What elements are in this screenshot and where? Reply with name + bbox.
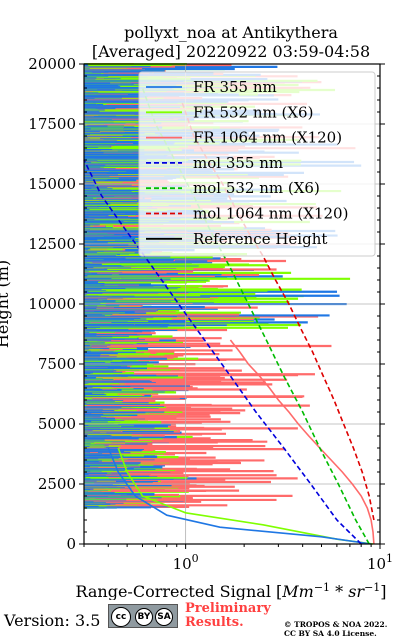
legend: FR 355 nm FR 532 nm (X6) FR 1064 nm (X120)… xyxy=(138,71,376,257)
y-tick-label: 15000 xyxy=(28,175,76,193)
y-tick-label: 7500 xyxy=(38,355,76,373)
x-tick-label: 101 xyxy=(367,552,393,573)
legend-label: Reference Height xyxy=(193,230,327,248)
copyright-notice: © TROPOS & NOA 2022. CC BY SA 4.0 Licens… xyxy=(284,620,387,638)
axes: 0 2500 5000 7500 10000 12500 15000 17500 20000 10… xyxy=(28,55,393,573)
sa-icon: SA xyxy=(155,608,173,626)
lidar-profile-chart: pollyxt_noa at Antikythera [Averaged] 20… xyxy=(0,23,393,600)
series-lines xyxy=(83,87,375,545)
copyright-line2: CC BY SA 4.0 License. xyxy=(284,629,377,638)
x-tick-label: 100 xyxy=(173,552,199,573)
legend-label: FR 355 nm xyxy=(193,78,277,96)
y-tick-label: 5000 xyxy=(38,415,76,433)
legend-label: FR 532 nm (X6) xyxy=(193,103,313,121)
y-tick-label: 12500 xyxy=(28,235,76,253)
legend-label: mol 1064 nm (X120) xyxy=(193,205,348,223)
copyright-line1: © TROPOS & NOA 2022. xyxy=(284,620,388,629)
legend-label: FR 1064 nm (X120) xyxy=(193,129,342,147)
cc-license-badge[interactable]: cc BY SA xyxy=(108,604,178,628)
series-line xyxy=(141,87,370,545)
y-tick-label: 2500 xyxy=(38,475,76,493)
cc-icon: cc xyxy=(111,607,131,627)
series-line xyxy=(83,159,362,545)
legend-label: mol 355 nm xyxy=(193,154,283,172)
y-tick-label: 0 xyxy=(66,535,76,553)
legend-label: mol 532 nm (X6) xyxy=(193,179,320,197)
y-axis-label: Height (m) xyxy=(0,260,12,348)
version-label: Version: 3.5 xyxy=(4,611,101,630)
chart-title-line1: pollyxt_noa at Antikythera xyxy=(124,23,338,42)
y-tick-label: 17500 xyxy=(28,115,76,133)
x-axis-label: Range-Corrected Signal [Mm−1 * sr−1] xyxy=(75,581,386,600)
series-line xyxy=(107,447,372,545)
chart-title-line2: [Averaged] 20220922 03:59-04:58 xyxy=(92,42,370,61)
y-tick-label: 20000 xyxy=(28,55,76,73)
legend-box xyxy=(138,71,376,257)
series-line xyxy=(229,339,375,545)
series-line xyxy=(180,99,375,521)
y-tick-label: 10000 xyxy=(28,295,76,313)
preliminary-line2: Results. xyxy=(185,615,244,630)
preliminary-notice: Preliminary Results. xyxy=(185,602,271,630)
by-icon: BY xyxy=(135,608,153,626)
preliminary-line1: Preliminary xyxy=(185,601,271,616)
